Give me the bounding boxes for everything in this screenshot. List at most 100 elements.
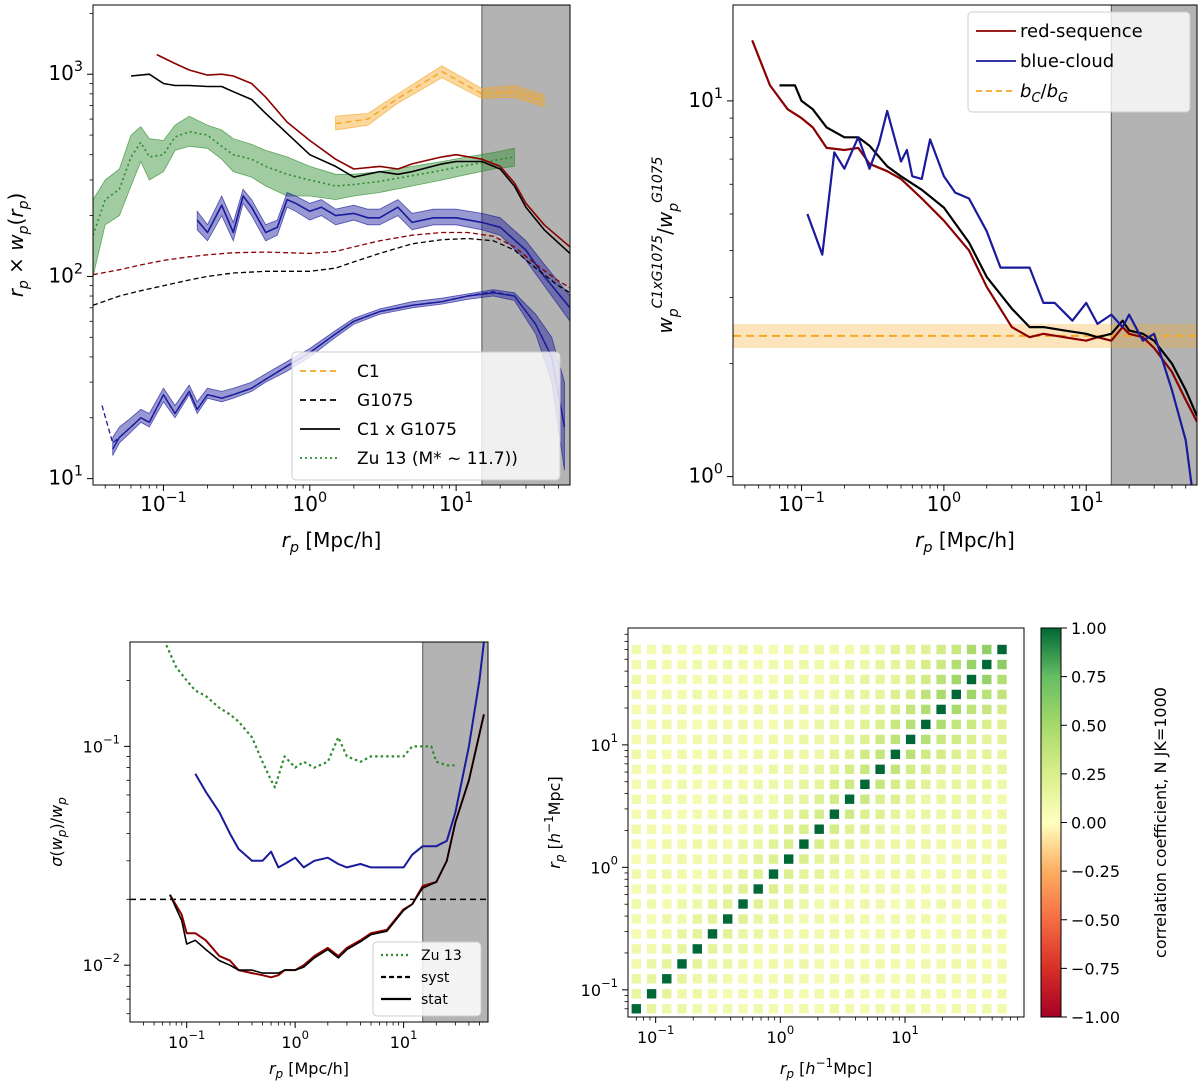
correlation-cell (692, 914, 702, 924)
correlation-cell (905, 779, 916, 789)
correlation-cell (875, 689, 885, 700)
correlation-cell (784, 959, 794, 969)
correlation-cell (890, 689, 901, 700)
correlation-cell (738, 734, 748, 745)
correlation-cell (966, 989, 977, 999)
correlation-cell (753, 884, 763, 894)
correlation-cell (921, 929, 931, 939)
correlation-cell (768, 809, 779, 819)
correlation-cell (738, 704, 748, 715)
correlation-cell (860, 914, 870, 924)
correlation-cell (799, 839, 809, 849)
y-tick-base: 10 (688, 464, 713, 488)
correlation-cell (875, 704, 885, 715)
correlation-cell (966, 809, 977, 819)
correlation-cell (921, 689, 931, 700)
yl-r2: r (4, 208, 28, 218)
legend: Zu 13 syst stat (372, 941, 482, 1017)
correlation-cell (677, 989, 687, 999)
lg-g: G (1058, 91, 1068, 106)
correlation-cell (829, 929, 840, 939)
series-line-0 (165, 644, 456, 789)
correlation-cell (646, 944, 657, 954)
correlation-cell (631, 689, 641, 700)
correlation-cell (936, 974, 946, 984)
correlation-cell (966, 929, 977, 939)
correlation-cell (677, 899, 687, 909)
correlation-cell (982, 749, 992, 759)
correlation-cell (662, 674, 672, 685)
correlation-cell (875, 764, 885, 774)
correlation-cell (875, 854, 885, 864)
correlation-cell (677, 659, 687, 670)
correlation-cell (631, 644, 641, 655)
xl-rest: [Mpc/h] (283, 1059, 349, 1078)
x-tick-label: 101 (1069, 490, 1104, 516)
correlation-cell (723, 944, 733, 954)
correlation-cell (799, 974, 809, 984)
correlation-cell (753, 944, 763, 954)
correlation-cell (662, 719, 672, 730)
correlation-cell (982, 704, 992, 715)
correlation-cell (799, 734, 809, 745)
correlation-cell (692, 779, 702, 789)
y-tick-label: 101 (590, 731, 618, 755)
yl-r: r (4, 287, 28, 297)
correlation-cell (829, 974, 840, 984)
correlation-cell (814, 899, 824, 909)
correlation-cell (692, 854, 702, 864)
correlation-cell (723, 779, 733, 789)
plot-frame (732, 4, 1198, 486)
correlation-cell (707, 989, 718, 999)
correlation-cell (784, 809, 794, 819)
correlation-cell (753, 959, 763, 969)
correlation-cell (951, 1004, 961, 1014)
correlation-cell (936, 689, 946, 700)
correlation-cell (875, 779, 885, 789)
correlation-cell (753, 689, 763, 700)
x-tick-base: 10 (637, 1028, 657, 1047)
correlation-cell (631, 854, 641, 864)
correlation-cell (662, 989, 672, 999)
yl-p2: p (55, 797, 69, 806)
correlation-cell (677, 734, 687, 745)
correlation-cell (890, 644, 901, 655)
correlation-cell (921, 974, 931, 984)
correlation-cell (936, 809, 946, 819)
correlation-cell (738, 749, 748, 759)
correlation-cell (966, 884, 977, 894)
legend-label: G1075 (357, 391, 413, 411)
y-tick-base: 10 (48, 466, 73, 490)
x-tick-base: 10 (140, 492, 165, 516)
correlation-cell (936, 764, 946, 774)
correlation-cell (768, 689, 779, 700)
correlation-cell (890, 884, 901, 894)
correlation-cell (936, 944, 946, 954)
correlation-cell (738, 644, 748, 655)
correlation-cell (875, 899, 885, 909)
correlation-cell (890, 869, 901, 879)
correlation-cell (951, 704, 961, 715)
y-tick-exp: 1 (611, 731, 618, 745)
correlation-cell (921, 869, 931, 879)
correlation-cell (753, 779, 763, 789)
correlation-cell (890, 839, 901, 849)
correlation-cell (951, 779, 961, 789)
correlation-cell (860, 899, 870, 909)
correlation-cell (997, 944, 1007, 954)
correlation-cell (890, 944, 901, 954)
correlation-cell (905, 929, 916, 939)
y-tick-exp: 0 (714, 462, 723, 478)
correlation-cell (997, 974, 1007, 984)
correlation-cell (829, 944, 840, 954)
correlation-cell (707, 929, 718, 939)
correlation-cell (814, 884, 824, 894)
correlation-cell (662, 869, 672, 879)
correlation-cell (921, 704, 931, 715)
correlation-cell (631, 1004, 641, 1014)
xl-sup: −1 (815, 1056, 833, 1070)
correlation-cell (768, 839, 779, 849)
series-line-5 (130, 73, 570, 254)
correlation-cell (890, 899, 901, 909)
